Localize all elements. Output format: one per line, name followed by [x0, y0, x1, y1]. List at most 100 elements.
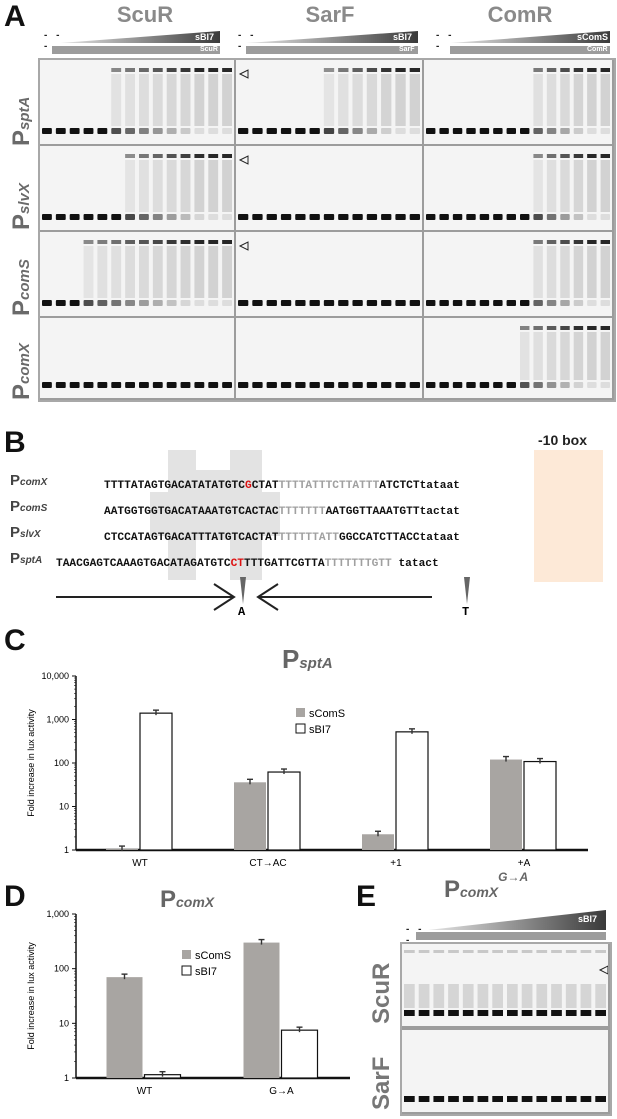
free-dna-band — [409, 382, 420, 388]
free-dna-band — [366, 300, 378, 306]
mutation-label-a: A — [238, 605, 246, 619]
free-dna-band — [252, 128, 263, 134]
emsa-gels — [40, 60, 612, 398]
shifted-complex-band — [587, 326, 597, 330]
shifted-complex-band — [152, 154, 163, 158]
free-dna-band — [587, 382, 597, 388]
smear — [573, 74, 584, 126]
smear — [587, 332, 597, 380]
smear — [533, 74, 543, 126]
free-dna-band — [409, 300, 420, 306]
shifted-complex-band — [208, 240, 219, 244]
panel-letter-b: B — [4, 426, 26, 459]
free-dna-band — [493, 214, 503, 220]
free-dna-band — [507, 1096, 518, 1102]
free-dna-band — [466, 300, 476, 306]
smear — [111, 74, 122, 126]
free-dna-band — [520, 128, 530, 134]
smear — [600, 332, 610, 380]
smear — [546, 74, 557, 126]
smear — [97, 246, 108, 298]
smear — [600, 160, 610, 212]
shifted-complex-band — [152, 68, 163, 72]
smear — [536, 984, 548, 1008]
shifted-complex-band — [111, 240, 122, 244]
shifted-complex-band — [222, 240, 232, 244]
free-dna-band — [533, 214, 543, 220]
free-dna-band — [565, 1010, 577, 1016]
free-dna-band — [600, 214, 610, 220]
seq-label-slvX: PslvX — [10, 524, 41, 541]
well-band — [418, 950, 430, 953]
free-dna-band — [97, 128, 108, 134]
smear — [166, 160, 177, 212]
smear — [587, 74, 597, 126]
shifted-complex-band — [139, 68, 149, 72]
bar-sbi7 — [139, 712, 173, 851]
shifted-complex-band — [560, 326, 570, 330]
free-dna-band — [280, 382, 292, 388]
free-dna-band — [97, 382, 108, 388]
free-dna-band — [55, 128, 66, 134]
smear — [600, 74, 610, 126]
free-dna-band — [551, 1010, 562, 1016]
free-dna-band — [479, 382, 490, 388]
shifted-complex-band — [533, 68, 543, 72]
free-dna-band — [309, 382, 320, 388]
well-band — [536, 950, 548, 953]
free-dna-band — [139, 300, 149, 306]
smear — [83, 246, 94, 298]
smear — [600, 246, 610, 298]
y-tick-label: 10,000 — [41, 671, 69, 681]
free-dna-band — [166, 300, 177, 306]
free-dna-band — [125, 128, 135, 134]
ramp-label-scur-bottom: ScuR — [200, 46, 218, 53]
free-dna-band — [252, 382, 263, 388]
free-dna-band — [573, 214, 584, 220]
gel-lane-block — [402, 1030, 608, 1112]
free-dna-band — [506, 382, 516, 388]
free-dna-band — [194, 128, 205, 134]
free-dna-band — [309, 214, 320, 220]
free-dna-band — [533, 382, 543, 388]
shifted-complex-band — [546, 326, 557, 330]
free-dna-band — [139, 128, 149, 134]
shifted-complex-band — [533, 154, 543, 158]
smear — [180, 160, 191, 212]
complex-arrowhead-icon — [238, 155, 249, 165]
free-dna-band — [462, 1010, 474, 1016]
smear — [565, 984, 577, 1008]
shifted-complex-band — [573, 326, 584, 330]
free-dna-band — [69, 382, 80, 388]
sequence-alignment-shading — [150, 450, 603, 582]
smear — [533, 246, 543, 298]
free-dna-band — [580, 1010, 592, 1016]
free-dna-band — [448, 1096, 459, 1102]
gel-lane-block — [40, 232, 234, 316]
free-dna-band — [520, 300, 530, 306]
shifted-complex-band — [208, 68, 219, 72]
shifted-complex-band — [125, 240, 135, 244]
free-dna-band — [238, 214, 249, 220]
free-dna-band — [111, 382, 122, 388]
gel-lane-block — [402, 944, 608, 1026]
free-dna-band — [466, 382, 476, 388]
free-dna-band — [560, 382, 570, 388]
free-dna-band — [125, 214, 135, 220]
legend-swatch — [181, 965, 192, 976]
well-band — [507, 950, 518, 953]
chart-c-title: PsptA — [282, 644, 333, 674]
x-tick-label: CT→AC — [249, 858, 286, 869]
free-dna-band — [479, 128, 490, 134]
shifted-complex-band — [533, 240, 543, 244]
control-dashes: - -- — [238, 30, 257, 52]
well-band — [433, 950, 445, 953]
free-dna-band — [573, 128, 584, 134]
well-band — [404, 950, 415, 953]
free-dna-band — [152, 128, 163, 134]
smear — [323, 74, 335, 126]
shifted-complex-band — [125, 154, 135, 158]
x-tick-label: +1 — [390, 858, 402, 869]
smear — [573, 332, 584, 380]
bar-scoms — [362, 834, 394, 850]
